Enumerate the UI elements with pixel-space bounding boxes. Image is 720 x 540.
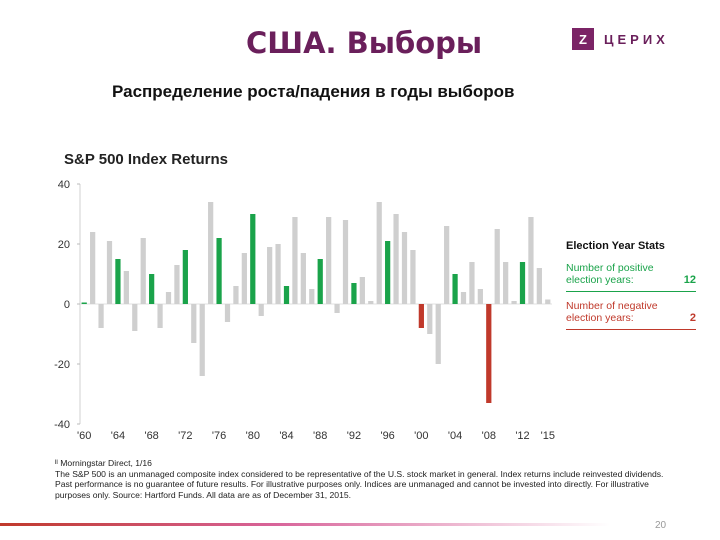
bar-year	[427, 304, 433, 334]
bar-year	[165, 292, 172, 304]
page-number: 20	[655, 520, 667, 531]
footnote-disclaimer: The S&P 500 is an unmanaged composite in…	[55, 468, 664, 500]
zerih-logo-icon: Z	[572, 28, 594, 50]
bar-year	[98, 304, 104, 328]
bar-year	[191, 304, 197, 343]
bar-election-year	[115, 259, 121, 304]
positive-stat-row: Number of positive election years: 12	[566, 262, 696, 292]
bar-election-year	[283, 286, 290, 304]
x-tick-label: '60	[77, 430, 91, 442]
bar-year	[140, 238, 146, 304]
x-tick-label: '92	[347, 430, 361, 442]
bar-year	[376, 202, 382, 304]
y-tick-label: 20	[58, 239, 70, 251]
bar-year	[199, 304, 205, 376]
bar-year	[275, 244, 281, 304]
x-tick-label: '64	[111, 430, 125, 442]
bar-election-year	[519, 262, 526, 304]
y-tick-label: 40	[58, 179, 70, 191]
y-tick-label: -40	[54, 419, 70, 431]
bar-year	[267, 247, 273, 304]
slide-title: США. Выборы	[246, 26, 483, 60]
positive-stat-label: Number of positive election years:	[566, 262, 654, 286]
bar-year	[233, 286, 239, 304]
positive-stat-value: 12	[683, 274, 696, 286]
bar-election-year	[250, 214, 256, 304]
bar-election-year	[216, 238, 222, 304]
bar-year	[106, 241, 113, 304]
bar-year	[334, 304, 340, 313]
bar-year	[359, 277, 365, 304]
y-tick-label: 0	[64, 299, 70, 311]
x-tick-label: '76	[212, 430, 226, 442]
negative-stat-label: Number of negative election years:	[566, 300, 658, 324]
bar-election-year	[486, 304, 492, 403]
x-tick-label: '72	[178, 430, 192, 442]
logo-text: ЦЕРИХ	[604, 31, 669, 47]
footnotes: ᴵᴵ Morningstar Direct, 1/16 The S&P 500 …	[55, 458, 665, 500]
bar-election-year	[385, 241, 391, 304]
x-tick-label: '04	[448, 430, 462, 442]
negative-stat-value: 2	[689, 312, 696, 324]
bar-election-year	[418, 304, 424, 328]
bar-year	[123, 271, 129, 304]
bar-year	[309, 289, 315, 304]
chart-title: S&P 500 Index Returns	[64, 151, 228, 168]
bar-year	[435, 304, 441, 364]
bar-year	[528, 217, 534, 304]
bar-election-year	[317, 259, 323, 304]
bar-year	[90, 232, 96, 304]
x-tick-label: '00	[414, 430, 428, 442]
bar-year	[444, 226, 450, 304]
bar-election-year	[149, 274, 155, 304]
slide-subtitle: Распределение роста/падения в годы выбор…	[112, 82, 515, 101]
bar-year	[241, 253, 247, 304]
x-tick-label: '88	[313, 430, 327, 442]
bar-year	[224, 304, 231, 322]
bar-year	[368, 301, 374, 304]
bar-year	[326, 217, 332, 304]
stats-title: Election Year Stats	[566, 240, 665, 252]
bar-year	[460, 292, 467, 304]
bar-year	[208, 202, 214, 304]
y-tick-label: -20	[54, 359, 70, 371]
bar-year	[401, 232, 408, 304]
x-tick-label: '84	[279, 430, 293, 442]
bar-year	[545, 299, 551, 304]
bar-election-year	[81, 302, 87, 304]
bar-election-year	[351, 283, 357, 304]
bar-election-year	[182, 250, 188, 304]
bar-year	[477, 289, 483, 304]
x-tick-label: '15	[541, 430, 555, 442]
bar-year	[503, 262, 509, 304]
x-tick-label: '96	[380, 430, 394, 442]
bar-year	[393, 214, 399, 304]
negative-stat-row: Number of negative election years: 2	[566, 300, 696, 330]
bar-year	[132, 304, 138, 331]
election-stats-panel: Election Year Stats Number of positive e…	[566, 240, 696, 330]
footnote-source: ᴵᴵ Morningstar Direct, 1/16	[55, 458, 152, 468]
bar-year	[410, 250, 416, 304]
x-tick-label: '12	[515, 430, 529, 442]
bar-year	[469, 262, 475, 304]
x-tick-label: '68	[144, 430, 158, 442]
x-tick-label: '80	[246, 430, 260, 442]
x-tick-label: '08	[482, 430, 496, 442]
bar-year	[258, 304, 264, 316]
company-logo: Z ЦЕРИХ	[572, 28, 669, 50]
bar-year	[536, 268, 542, 304]
bar-year	[342, 220, 349, 304]
bar-year	[494, 229, 500, 304]
bar-year	[174, 265, 180, 304]
bar-year	[157, 304, 163, 328]
bar-year	[300, 253, 306, 304]
bar-year	[511, 301, 517, 304]
bar-year	[292, 217, 298, 304]
bottom-accent-bar	[0, 523, 610, 526]
bar-election-year	[452, 274, 458, 304]
